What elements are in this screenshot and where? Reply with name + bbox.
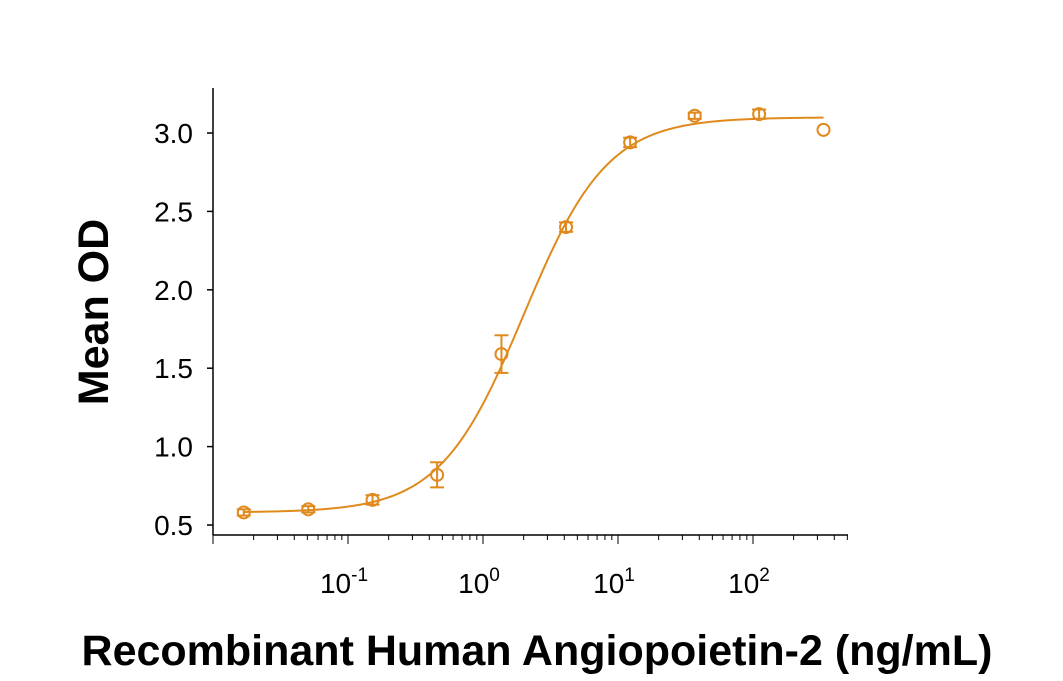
data-point (365, 492, 380, 507)
data-point (559, 220, 574, 235)
y-tick-label: 3.0 (154, 118, 193, 149)
y-tick-label: 0.5 (154, 510, 193, 541)
y-tick-label: 2.5 (154, 196, 193, 227)
data-point (687, 108, 702, 123)
x-tick-label: 10-1 (320, 565, 368, 599)
data-point (494, 347, 509, 362)
data-point (236, 505, 251, 520)
y-axis-label: Mean OD (70, 219, 118, 405)
y-tick-label: 1.5 (154, 353, 193, 384)
x-axis-label: Recombinant Human Angiopoietin-2 (ng/mL) (82, 627, 993, 675)
data-point (816, 122, 831, 137)
axes: 0.5 1.0 1.5 2.0 2.5 3.0 10-1 100 101 102 (154, 88, 848, 599)
data-point (752, 107, 767, 122)
y-tick-label: 2.0 (154, 275, 193, 306)
x-tick-label: 102 (728, 565, 770, 599)
data-point (301, 502, 316, 517)
fit-curve (243, 116, 824, 513)
x-tick-label: 100 (458, 565, 500, 599)
data-point (623, 135, 638, 150)
x-tick-label: 101 (593, 565, 635, 599)
data-point (430, 467, 445, 482)
plot-marks (236, 107, 831, 520)
y-tick-label: 1.0 (154, 432, 193, 463)
